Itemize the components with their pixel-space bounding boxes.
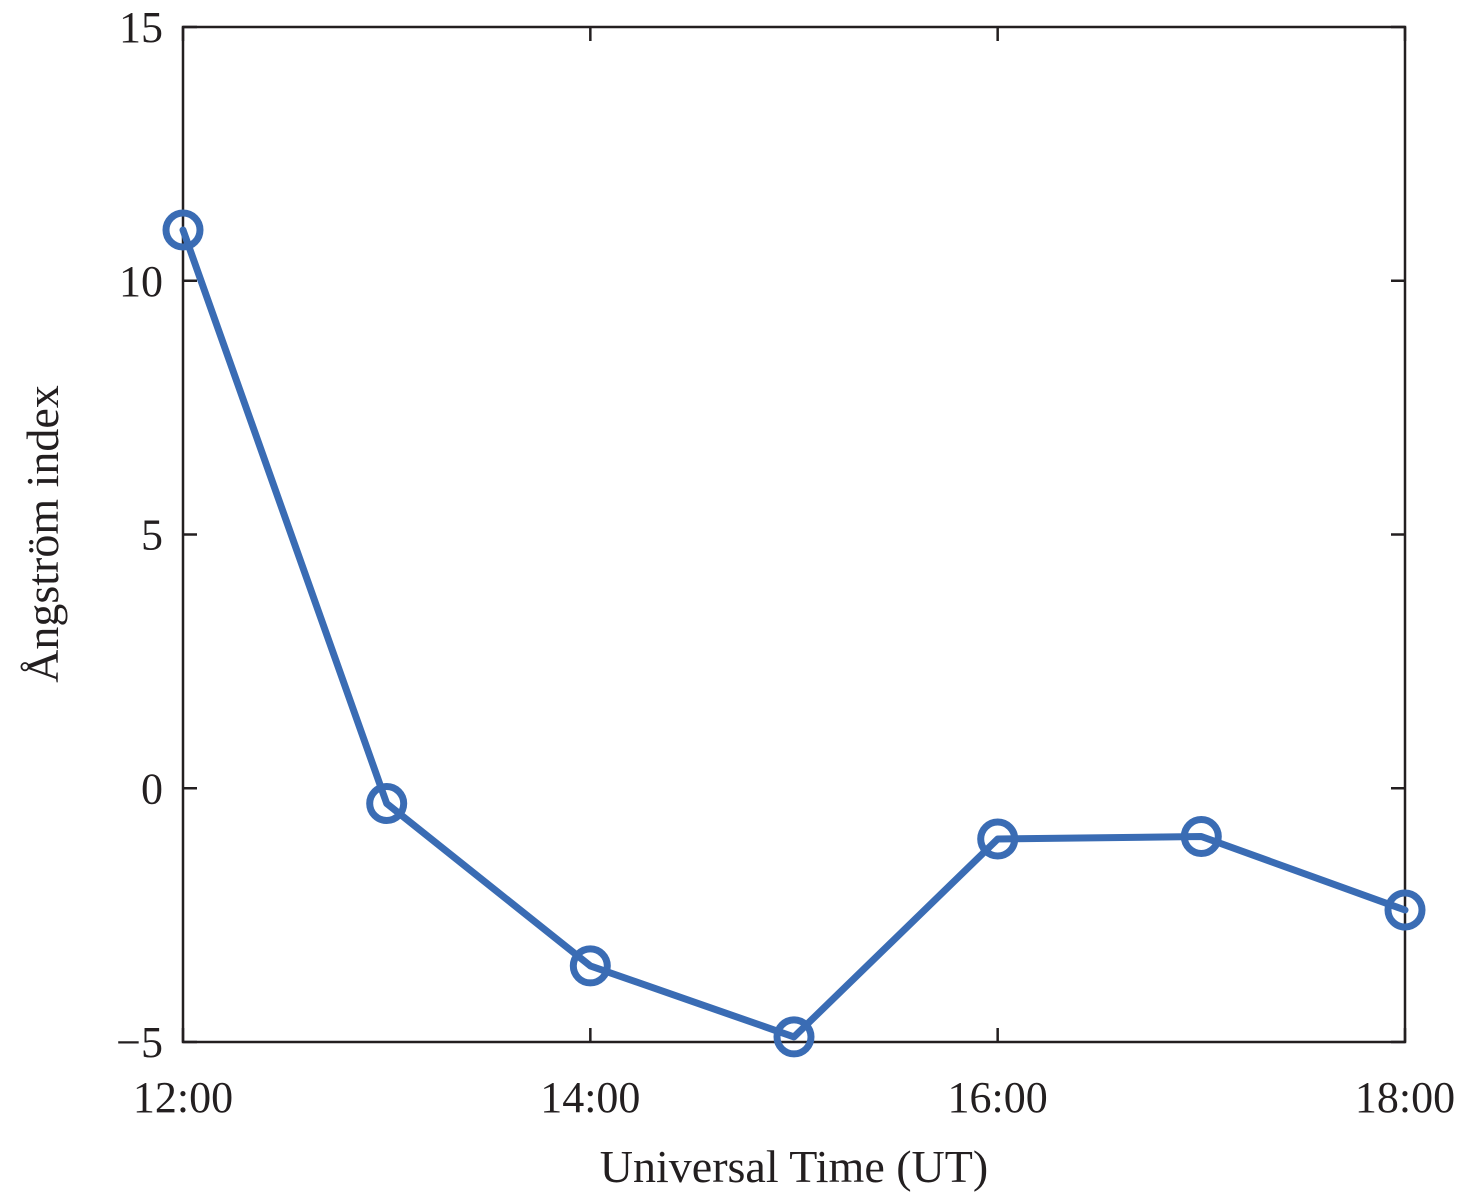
data-point-marker (569, 945, 611, 987)
x-tick-label: 14:00 (540, 1073, 640, 1122)
y-tick-label: 5 (141, 511, 163, 560)
x-axis-label: Universal Time (UT) (600, 1141, 988, 1192)
y-tick-label: 0 (141, 764, 163, 813)
x-tick-label: 18:00 (1355, 1073, 1455, 1122)
y-tick-label: 10 (119, 257, 163, 306)
data-point-marker (162, 209, 204, 251)
axis-ticks (181, 25, 1407, 1044)
data-point-marker (773, 1016, 815, 1058)
data-point-marker (977, 818, 1019, 860)
x-tick-labels: 12:00 14:00 16:00 18:00 (133, 1073, 1455, 1122)
x-tick-label: 12:00 (133, 1073, 233, 1122)
data-point-marker (1384, 889, 1426, 931)
y-axis-label: Ångström index (17, 385, 68, 683)
y-tick-labels: −5 0 5 10 15 (116, 3, 163, 1067)
data-point-marker (1180, 816, 1222, 857)
x-tick-label: 16:00 (948, 1073, 1048, 1122)
plot-frame (181, 25, 1407, 1044)
data-point-marker (366, 783, 408, 824)
series-layer (162, 209, 1426, 1058)
y-tick-label: 15 (119, 3, 163, 52)
y-tick-label: −5 (116, 1018, 163, 1067)
series-line (179, 226, 1409, 1041)
